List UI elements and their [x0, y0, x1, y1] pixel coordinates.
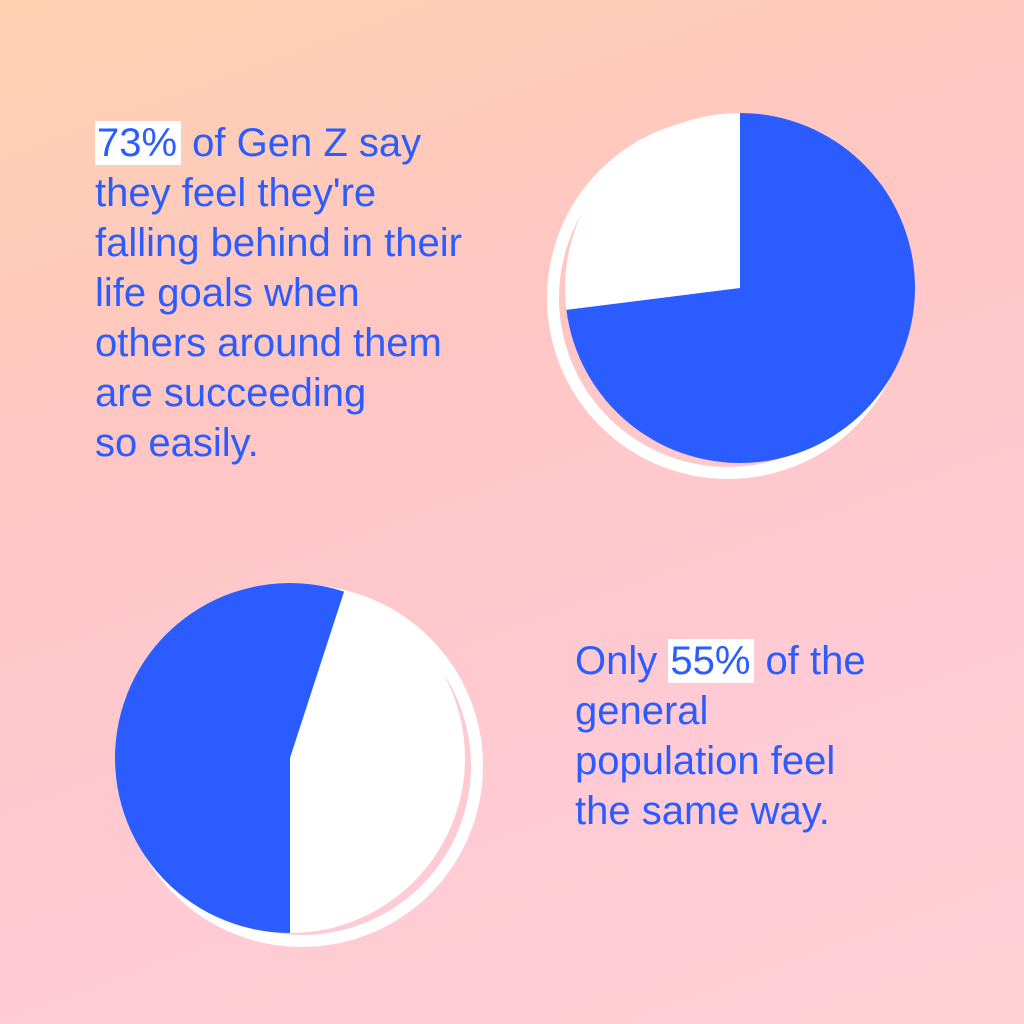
general-pop-stat-highlight: 55% — [668, 639, 754, 683]
general-pop-stat-prefix: Only — [575, 639, 668, 683]
genz-stat-body: of Gen Z say they feel they're falling b… — [95, 121, 462, 465]
genz-stat-text: 73% of Gen Z say they feel they're falli… — [95, 118, 475, 468]
genz-stat-highlight: 73% — [95, 121, 181, 165]
general-pop-pie-chart — [87, 555, 493, 961]
general-pop-stat-text: Only 55% of the general population feel … — [575, 636, 875, 836]
genz-pie-chart — [537, 85, 943, 491]
infographic-canvas: 73% of Gen Z say they feel they're falli… — [0, 0, 1024, 1024]
